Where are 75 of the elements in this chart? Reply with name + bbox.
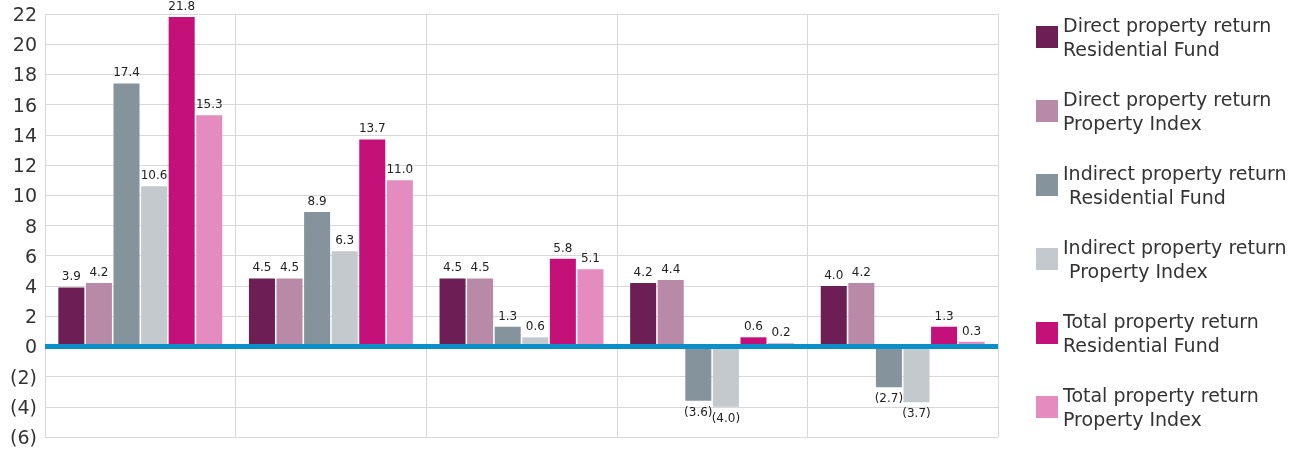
data-label: 6.3	[335, 233, 355, 248]
y-tick-label: (6)	[10, 426, 37, 448]
bar	[196, 115, 223, 347]
data-label: 15.3	[195, 97, 223, 112]
data-label: 4.5	[252, 260, 272, 275]
bar	[113, 83, 140, 347]
data-label: (3.6)	[684, 404, 713, 419]
y-tick-label: 4	[24, 274, 37, 297]
y-tick-label: 14	[12, 123, 37, 146]
bar	[657, 279, 684, 347]
data-label: 21.8	[168, 0, 196, 14]
y-tick-label: 2	[24, 305, 37, 328]
data-label: 17.4	[113, 65, 140, 80]
data-label: 10.6	[140, 168, 168, 183]
y-tick-label: 18	[12, 63, 37, 86]
data-label: 13.7	[358, 121, 386, 136]
legend-label: Direct property return Property Index	[1063, 88, 1278, 134]
y-tick-label: 8	[24, 214, 37, 237]
bar	[848, 282, 875, 347]
data-label: 11.0	[386, 162, 414, 177]
y-tick-label: 22	[12, 3, 37, 25]
data-label: 1.3	[498, 308, 518, 323]
y-tick-label: (4)	[10, 395, 37, 418]
y-tick-label: 0	[24, 335, 37, 358]
bar	[549, 258, 576, 347]
bar	[439, 278, 466, 347]
y-tick-label: 20	[12, 33, 37, 56]
data-label: 4.5	[443, 260, 463, 275]
data-label: 4.0	[824, 267, 844, 282]
data-label: 5.8	[553, 240, 573, 255]
data-label: 4.2	[633, 264, 653, 279]
bar	[630, 282, 657, 347]
data-label: 5.1	[580, 251, 600, 266]
bar	[85, 282, 112, 347]
data-label: 4.5	[470, 260, 490, 275]
legend-label: Total property return Property Index	[1062, 384, 1265, 430]
bar	[685, 346, 712, 401]
data-label: 4.2	[851, 264, 871, 279]
y-tick-label: 16	[12, 93, 37, 116]
bar	[820, 285, 847, 347]
bar	[331, 251, 358, 347]
bar	[248, 278, 275, 347]
bar	[359, 139, 386, 347]
legend-label: Total property return Residential Fund	[1062, 310, 1265, 356]
data-label: (4.0)	[711, 410, 741, 425]
bar	[467, 278, 494, 347]
bar	[386, 180, 413, 347]
bar	[168, 17, 195, 347]
y-tick-label: 10	[12, 184, 37, 207]
bar	[903, 346, 930, 403]
y-tick-label: (2)	[10, 365, 37, 388]
bar	[712, 346, 739, 407]
bar	[58, 287, 85, 347]
legend-label: Direct property return Residential Fund	[1063, 14, 1278, 60]
bar	[276, 278, 303, 347]
y-tick-label: 6	[24, 244, 37, 267]
data-label: 3.9	[61, 269, 81, 284]
data-label: (2.7)	[874, 391, 904, 406]
data-label: 4.5	[279, 260, 300, 275]
data-label: 4.2	[89, 264, 109, 279]
data-label: 1.3	[934, 308, 954, 323]
data-label: 0.6	[525, 319, 545, 334]
data-label: 0.3	[962, 323, 982, 338]
data-label: 4.4	[661, 261, 681, 276]
data-label: (3.7)	[902, 406, 931, 421]
legend-label: Indirect property return Property Index	[1063, 236, 1287, 282]
data-label: 0.2	[771, 325, 791, 340]
bar	[577, 269, 604, 347]
bar	[875, 346, 902, 388]
legend-label: Indirect property return Residential Fund	[1063, 162, 1287, 208]
data-label: 8.9	[307, 193, 327, 208]
bar	[141, 186, 168, 347]
y-tick-label: 12	[12, 154, 37, 177]
data-label: 0.6	[743, 319, 764, 334]
bar	[304, 211, 331, 347]
